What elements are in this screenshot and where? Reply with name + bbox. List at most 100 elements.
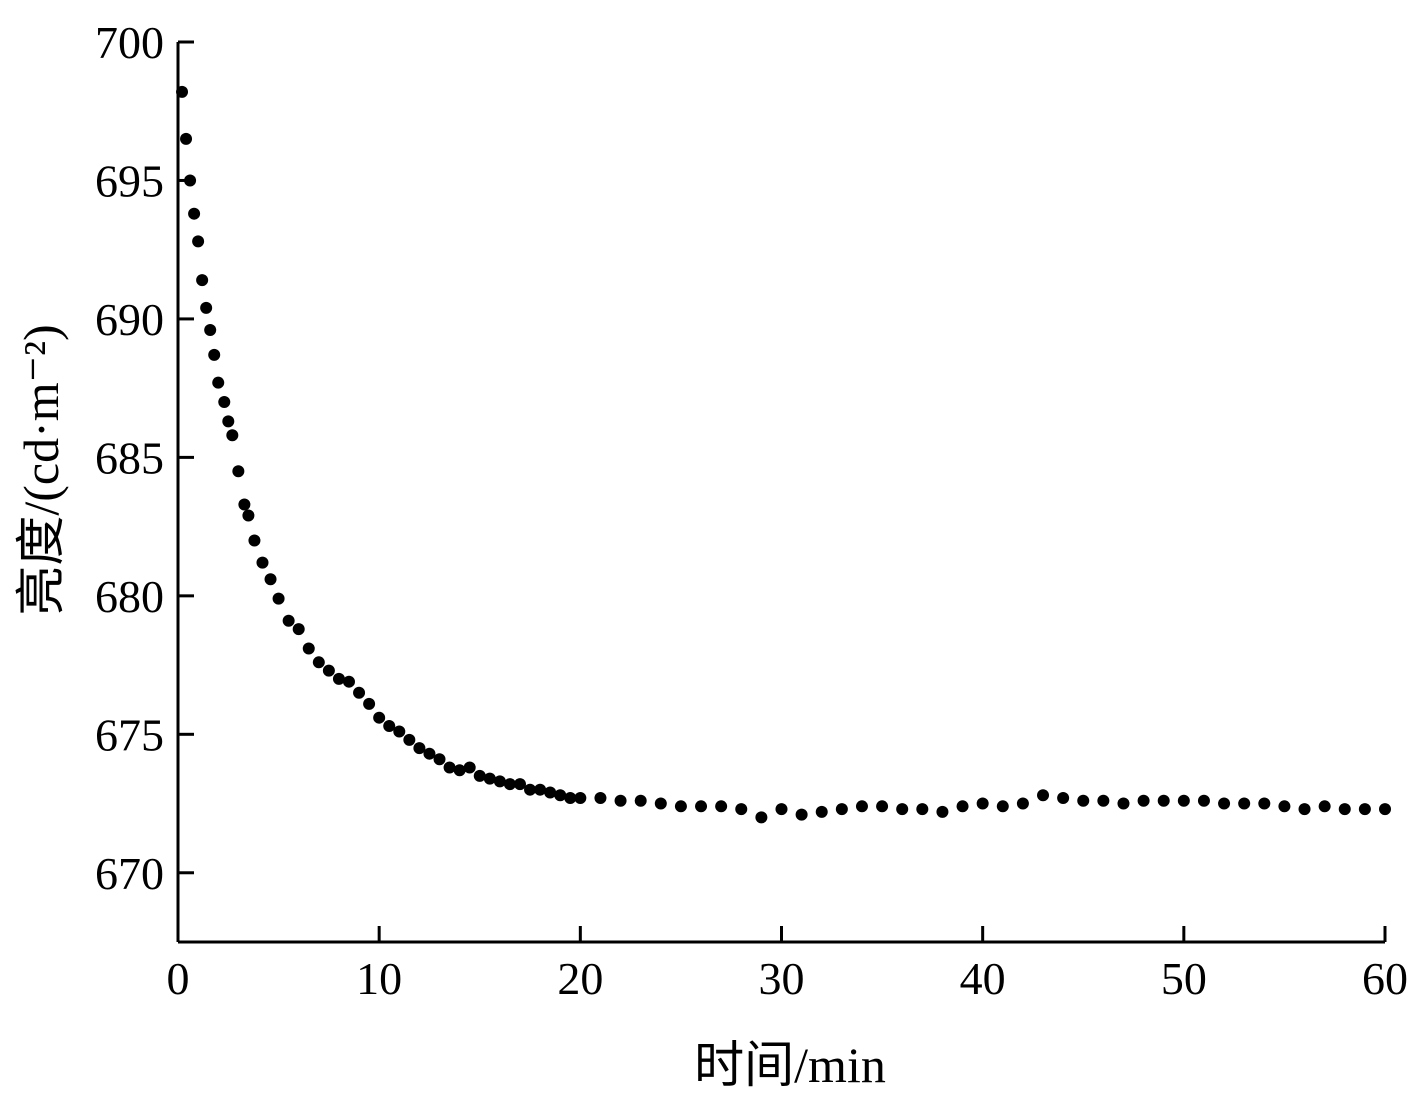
data-point [513, 778, 526, 791]
x-tick-label: 60 [1362, 953, 1408, 1004]
data-point [218, 396, 231, 408]
data-point [1298, 803, 1311, 816]
data-point [184, 174, 197, 187]
y-tick-label: 695 [95, 155, 164, 206]
data-point [1097, 794, 1110, 807]
y-tick-label: 685 [95, 432, 164, 483]
data-point [1117, 797, 1130, 810]
data-point [443, 761, 456, 774]
data-point [916, 803, 929, 816]
data-point [1157, 794, 1170, 807]
data-point [248, 534, 261, 547]
data-point [238, 498, 251, 511]
data-point [353, 686, 366, 699]
data-point [835, 803, 848, 816]
data-point [212, 376, 225, 389]
data-point [342, 675, 355, 688]
data-point [695, 800, 708, 813]
data-point [996, 800, 1009, 813]
data-point [453, 764, 466, 777]
data-point [1358, 803, 1371, 816]
data-point [524, 783, 537, 796]
data-point [735, 803, 748, 816]
data-point [1137, 794, 1150, 807]
x-tick-label: 10 [356, 953, 402, 1004]
data-point [393, 725, 406, 738]
data-point [373, 711, 386, 724]
data-point [188, 207, 201, 220]
x-tick-label: 20 [557, 953, 603, 1004]
data-point [483, 772, 496, 785]
data-point [855, 800, 868, 813]
data-point [564, 792, 577, 804]
data-point [1318, 800, 1331, 813]
data-point [1379, 803, 1391, 816]
data-point [1177, 794, 1190, 807]
data-point [302, 642, 315, 655]
y-axis-title: 亮度/(cd·m⁻²) [13, 324, 69, 615]
data-point [222, 415, 235, 428]
x-tick-label: 40 [960, 953, 1006, 1004]
data-point [292, 623, 305, 636]
data-point [403, 733, 416, 746]
data-point [232, 465, 245, 478]
data-point [1238, 797, 1251, 810]
data-point [282, 614, 295, 627]
data-point [322, 664, 335, 677]
data-point [534, 783, 547, 796]
data-point [1037, 789, 1050, 802]
data-point [176, 85, 189, 98]
data-point [242, 509, 255, 522]
data-point [192, 235, 205, 248]
data-point [674, 800, 687, 813]
data-point [503, 778, 516, 791]
y-tick-label: 680 [95, 571, 164, 622]
data-point [204, 324, 217, 336]
data-point [312, 656, 325, 669]
data-point [1197, 794, 1210, 807]
data-point [1057, 792, 1070, 804]
data-point [473, 769, 486, 782]
data-point [956, 800, 969, 813]
data-point [554, 789, 567, 802]
data-point [272, 592, 285, 605]
data-point [413, 742, 426, 755]
data-point [775, 803, 788, 816]
x-axis-title: 时间/min [694, 1037, 886, 1093]
data-point [332, 672, 345, 685]
data-point [614, 794, 627, 807]
x-tick-label: 30 [759, 953, 805, 1004]
data-point [256, 556, 269, 569]
data-point [433, 753, 446, 766]
data-point [544, 786, 557, 799]
data-point [896, 803, 909, 816]
data-point [715, 800, 728, 813]
data-point [463, 761, 476, 774]
data-point [383, 720, 396, 732]
data-point [876, 800, 889, 813]
data-point [1338, 803, 1351, 816]
data-point [815, 805, 828, 818]
data-point [1218, 797, 1231, 810]
data-point [755, 811, 768, 824]
y-tick-label: 670 [95, 848, 164, 899]
data-point [795, 808, 808, 821]
data-point [1077, 794, 1090, 807]
data-point [226, 429, 239, 442]
x-tick-label: 50 [1161, 953, 1207, 1004]
data-point [936, 805, 949, 818]
data-point [423, 747, 436, 760]
y-tick-label: 690 [95, 294, 164, 345]
data-point [1016, 797, 1029, 810]
x-tick-label: 0 [167, 953, 190, 1004]
data-point [200, 301, 213, 314]
y-tick-label: 675 [95, 709, 164, 760]
data-point [180, 132, 193, 145]
y-tick-label: 700 [95, 17, 164, 68]
data-point [654, 797, 667, 810]
data-point [493, 775, 506, 788]
data-point [976, 797, 989, 810]
data-point [363, 697, 376, 710]
data-point [196, 274, 209, 287]
